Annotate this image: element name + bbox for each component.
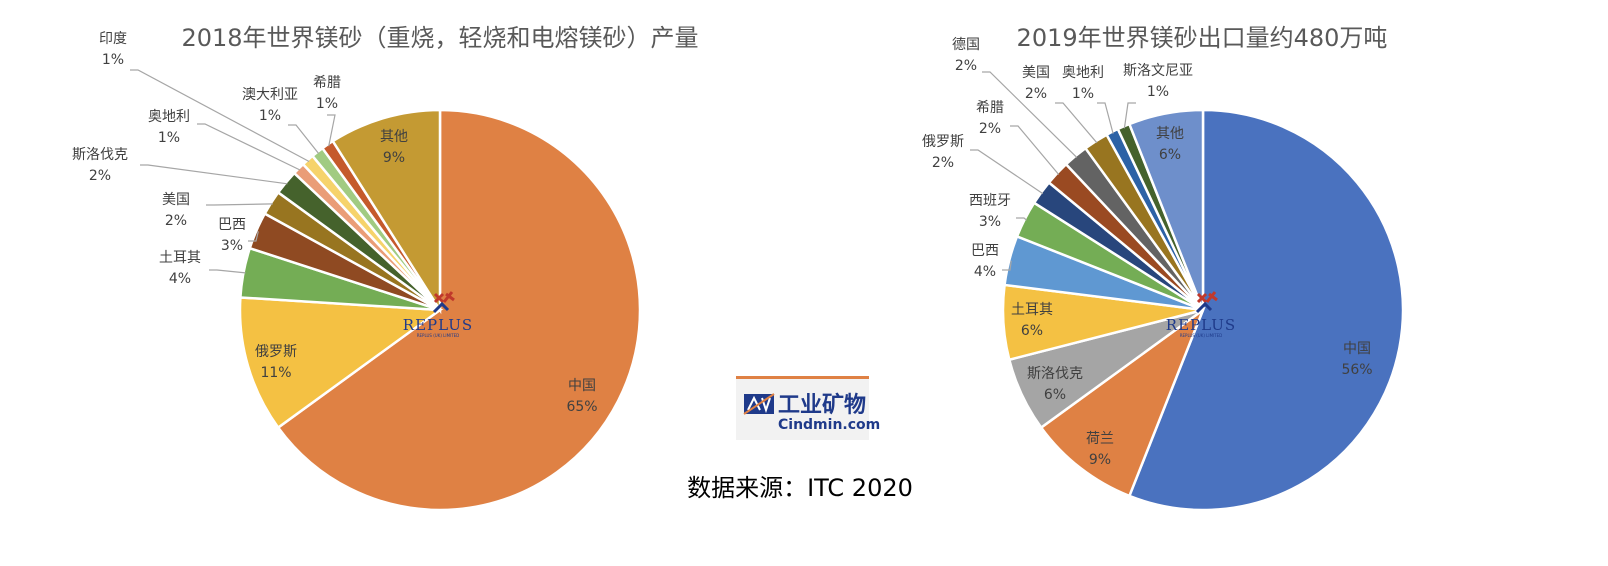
slice-percent-label: 1% <box>1072 86 1094 102</box>
leader-line <box>1002 260 1012 271</box>
slice-percent-label: 1% <box>1147 84 1169 100</box>
leader-lines-2019 <box>970 71 1136 271</box>
leader-line <box>1055 102 1098 144</box>
replus-watermark-left: REPLUS REPLUS (UK) LIMITED <box>403 291 473 338</box>
pie-slice <box>1039 306 1206 498</box>
pie-chart-2018-production: 2018年世界镁砂（重烧，轻烧和电熔镁砂）产量 中国 65% 俄罗斯 11% 土耳其 4%… <box>72 24 699 512</box>
slice-name-label: 土耳其 <box>159 250 201 266</box>
cindmin-logo-en: Cindmin.com <box>778 417 880 433</box>
slice-name-label: 巴西 <box>971 243 999 259</box>
pie-slice <box>331 108 442 315</box>
leader-line <box>970 149 1044 195</box>
leader-line <box>1010 125 1060 175</box>
slice-name-label: 印度 <box>99 31 127 47</box>
slice-name-label: 美国 <box>1022 65 1050 81</box>
slice-percent-label: 2% <box>1025 86 1047 102</box>
replus-wordmark-left: REPLUS <box>403 316 473 334</box>
leader-line <box>327 114 336 147</box>
leader-line <box>197 123 301 171</box>
slice-name-label: 奥地利 <box>148 108 190 125</box>
cindmin-badge-icon <box>743 393 775 415</box>
replus-subline-right: REPLUS (UK) LIMITED <box>1180 333 1223 338</box>
slice-name-label: 西班牙 <box>969 193 1011 209</box>
slice-percent-label: 2% <box>89 168 111 184</box>
slice-name-label: 斯洛文尼亚 <box>1123 63 1193 79</box>
slice-name-label: 中国 <box>568 378 596 394</box>
leader-line <box>209 269 246 274</box>
slice-percent-label: 3% <box>979 214 1001 230</box>
leader-lines-2018 <box>130 69 336 274</box>
replus-watermark-right: REPLUS REPLUS (UK) LIMITED <box>1166 291 1236 338</box>
slice-percent-label: 2% <box>932 155 954 171</box>
slice-percent-label: 4% <box>974 264 996 280</box>
leader-line <box>248 231 259 242</box>
pie-slice <box>276 108 642 512</box>
slice-percent-label: 6% <box>1021 323 1043 339</box>
leader-line <box>206 203 273 206</box>
slice-name-label: 俄罗斯 <box>255 344 297 360</box>
slice-percent-label: 2% <box>979 121 1001 137</box>
slice-name-label: 其他 <box>380 129 408 145</box>
chart-title-2019: 2019年世界镁砂出口量约480万吨 <box>1017 24 1388 52</box>
slice-percent-label: 2% <box>955 58 977 74</box>
leader-line <box>288 124 320 154</box>
cindmin-logo-cn: 工业矿物 <box>778 392 866 418</box>
leader-line <box>140 164 288 185</box>
leader-line <box>1016 217 1027 221</box>
slice-percent-label: 65% <box>566 399 597 415</box>
pie-slice <box>1127 108 1205 311</box>
slice-name-label: 巴西 <box>218 217 246 233</box>
leader-line <box>130 69 310 163</box>
slice-name-label: 土耳其 <box>1011 302 1053 318</box>
slice-name-label: 美国 <box>162 192 190 208</box>
slice-name-label: 希腊 <box>976 100 1004 116</box>
slice-percent-label: 9% <box>1089 452 1111 468</box>
slice-name-label: 澳大利亚 <box>242 87 298 103</box>
slice-percent-label: 4% <box>169 271 191 287</box>
pie-slice <box>1127 108 1405 512</box>
pie-slice <box>238 296 444 430</box>
slice-name-label: 其他 <box>1156 126 1184 142</box>
pie-chart-2019-export: 2019年世界镁砂出口量约480万吨 中国 56% 荷兰 9% 斯洛伐克 6% 土耳其 6% 巴… <box>922 24 1405 512</box>
cindmin-logo: 工业矿物 Cindmin.com <box>736 376 880 440</box>
slice-percent-label: 1% <box>259 108 281 124</box>
slice-name-label: 中国 <box>1343 341 1371 357</box>
slice-percent-label: 3% <box>221 238 243 254</box>
slice-labels-2019: 中国 56% 荷兰 9% 斯洛伐克 6% 土耳其 6% 巴西 4% 西班牙 3% 俄罗斯 2% 希腊 2% 德国… <box>922 37 1373 468</box>
slice-percent-label: 9% <box>383 150 405 166</box>
slice-name-label: 德国 <box>952 37 980 53</box>
pie-slices-2019 <box>1001 108 1405 512</box>
slice-percent-label: 56% <box>1341 362 1372 378</box>
leader-line <box>1123 102 1136 129</box>
slice-name-label: 荷兰 <box>1086 431 1114 447</box>
slice-percent-label: 1% <box>158 130 180 146</box>
leader-line <box>982 71 1078 158</box>
replus-subline-left: REPLUS (UK) LIMITED <box>417 333 460 338</box>
source-note: 数据来源：ITC 2020 <box>687 474 913 502</box>
slice-percent-label: 6% <box>1159 147 1181 163</box>
slice-name-label: 希腊 <box>313 75 341 91</box>
slice-name-label: 奥地利 <box>1062 64 1104 81</box>
chart-title-2018: 2018年世界镁砂（重烧，轻烧和电熔镁砂）产量 <box>181 24 698 52</box>
slice-percent-label: 6% <box>1044 387 1066 403</box>
slice-percent-label: 11% <box>260 365 291 381</box>
slice-name-label: 俄罗斯 <box>922 134 964 150</box>
slice-name-label: 斯洛伐克 <box>1027 366 1083 382</box>
slice-percent-label: 1% <box>102 52 124 68</box>
leader-line <box>1097 102 1114 134</box>
slice-labels-2018: 中国 65% 俄罗斯 11% 土耳其 4% 巴西 3% 美国 2% 斯洛伐克 2% 奥地利 1% 印度 1% 澳… <box>72 31 598 415</box>
slice-percent-label: 1% <box>316 96 338 112</box>
pie-slices-2018 <box>238 108 642 512</box>
slice-percent-label: 2% <box>165 213 187 229</box>
slice-name-label: 斯洛伐克 <box>72 147 128 163</box>
replus-wordmark-right: REPLUS <box>1166 316 1236 334</box>
